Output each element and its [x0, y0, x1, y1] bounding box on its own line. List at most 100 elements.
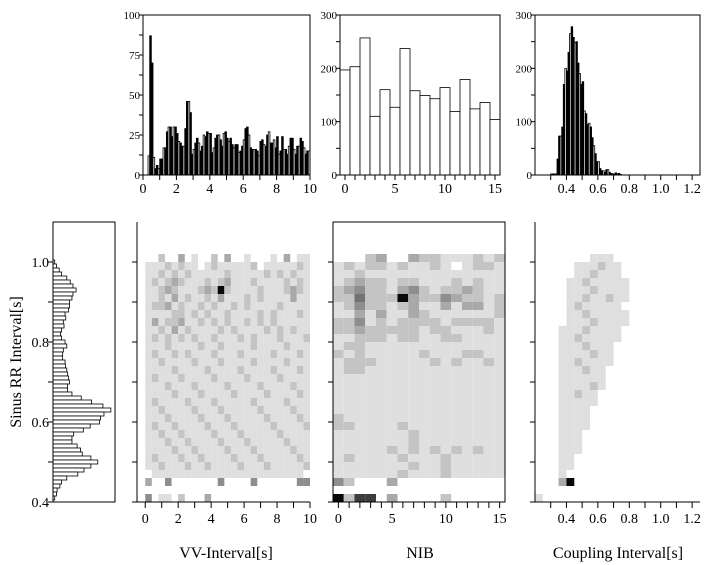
vv-heatmap-cell — [191, 318, 198, 326]
vv-heatmap-cell — [204, 310, 212, 318]
vv-heatmap-cell — [290, 454, 297, 462]
vv-heatmap-cell — [178, 398, 185, 406]
nib-heatmap-cell — [343, 406, 355, 414]
rr-hist-ytick-label: 0.6 — [32, 416, 50, 431]
nib-heatmap-cell — [440, 406, 452, 414]
coupling-heatmap-cell — [597, 342, 606, 350]
vv-heatmap-cell — [263, 326, 271, 334]
vv-heatmap-cell — [257, 350, 264, 358]
nib-heatmap-cell — [343, 438, 355, 446]
nib-hist — [336, 14, 501, 180]
vv-heatmap-cell — [171, 374, 179, 382]
nib-heatmap-cell — [429, 398, 441, 406]
nib-heatmap-cell — [386, 430, 398, 438]
nib-heatmap-cell — [462, 350, 473, 358]
coupling-heatmap-cell — [605, 294, 614, 302]
vv-heatmap-cell — [263, 438, 271, 446]
vv-heatmap-cell — [171, 454, 179, 462]
rr-hist-bar — [52, 451, 83, 457]
vv-heatmap-cell — [171, 326, 179, 334]
vv-heatmap-cell — [244, 350, 251, 358]
nib-heatmap-cell — [451, 462, 462, 470]
vv-heatmap-cell — [224, 350, 231, 358]
vv-heatmap-cell — [270, 350, 278, 358]
coupling-heatmap-cell — [597, 294, 606, 302]
vv-heatmap-cell — [204, 318, 212, 326]
vv-heatmap-cell — [171, 342, 179, 350]
vv-heatmap-cell — [257, 414, 264, 422]
nib-heatmap-cell — [472, 326, 484, 334]
nib-heatmap-cell — [429, 350, 441, 358]
vv-heatmap-cell — [270, 318, 278, 326]
nib-heatmap-cell — [440, 270, 452, 278]
vv-heatmap-cell — [145, 406, 152, 414]
vv-hist-ytick-label: 0 — [135, 170, 141, 182]
nib-heatmap-cell — [386, 494, 398, 502]
vv-heatmap-cell — [211, 462, 218, 470]
vv-heatmap-cell — [250, 406, 258, 414]
nib-heatmap-cell — [472, 350, 484, 358]
vv-heatmap-cell — [230, 406, 238, 414]
rr-hist-bar — [52, 359, 66, 365]
nib-heatmap-cell — [354, 390, 366, 398]
nib-heatmap-cell — [408, 462, 419, 470]
nib-heatmap-cell — [354, 446, 366, 454]
vv-heatmap-cell — [165, 422, 172, 430]
vv-heatmap-cell — [191, 254, 198, 262]
coupling-heatmap-cell — [574, 342, 583, 350]
coupling-heatmap-cell — [558, 358, 567, 366]
vv-heatmap-cell — [283, 422, 291, 430]
nib-heatmap-cell — [376, 430, 387, 438]
coupling-heatmap-cell — [590, 270, 598, 278]
vv-hist-xtick-label: 2 — [173, 182, 180, 197]
vv-heatmap-cell — [178, 382, 185, 390]
rr-hist-bar — [52, 315, 67, 321]
vv-heatmap-cell — [191, 278, 198, 286]
vv-heatmap-cell — [250, 470, 258, 478]
nib-heatmap-cell — [462, 310, 473, 318]
vv-heatmap-cell — [290, 406, 297, 414]
nib-heatmap-cell — [343, 334, 355, 342]
nib-heatmap-cell — [333, 398, 344, 406]
nib-heatmap-cell — [333, 446, 344, 454]
coupling-heatmap-cell — [558, 438, 567, 446]
vv-heatmap-cell — [244, 438, 251, 446]
vv-heatmap-cell — [184, 470, 192, 478]
nib-heatmap-cell — [376, 422, 387, 430]
nib-heatmap-cell — [429, 310, 441, 318]
nib-heatmap-cell — [440, 390, 452, 398]
vv-heatmap-cell — [270, 254, 278, 262]
coupling-heatmap-cell — [566, 350, 575, 358]
nib-heatmap-cell — [397, 326, 409, 334]
nib-heatmap-cell — [429, 454, 441, 462]
nib-heatmap-cell — [365, 438, 376, 446]
nib-heatmap-cell — [376, 358, 387, 366]
vv-heatmap-cell — [158, 254, 166, 262]
vv-heatmap-cell — [237, 462, 245, 470]
coupling-heatmap-cell — [558, 382, 567, 390]
vv-heatmap-cell — [277, 374, 284, 382]
vv-heatmap-cell — [303, 454, 310, 462]
nib-heatmap-cell — [494, 270, 505, 278]
vv-heatmap-cell — [145, 270, 152, 278]
nib-heatmap-cell — [419, 438, 430, 446]
rr-hist-bar — [52, 427, 84, 433]
vv-heatmap-cell — [270, 326, 278, 334]
vv-heatmap-cell — [277, 390, 284, 398]
nib-heatmap-cell — [376, 278, 387, 286]
nib-heatmap-cell — [333, 478, 344, 486]
nib-heatmap-cell — [429, 422, 441, 430]
coupling-heatmap-cell — [613, 278, 622, 286]
vv-heatmap-cell — [270, 334, 278, 342]
vv-heatmap-cell — [270, 406, 278, 414]
nib-heatmap-cell — [483, 286, 495, 294]
vv-heatmap-cell — [250, 358, 258, 366]
nib-heatmap-cell — [494, 334, 505, 342]
coupling-heatmap-cell — [558, 430, 567, 438]
vv-heatmap-cell — [277, 294, 284, 302]
nib-heatmap-cell — [462, 430, 473, 438]
vv-heatmap-cell — [263, 382, 271, 390]
nib-heatmap-cell — [419, 454, 430, 462]
vv-heatmap-cell — [171, 406, 179, 414]
nib-heatmap-cell — [408, 382, 419, 390]
